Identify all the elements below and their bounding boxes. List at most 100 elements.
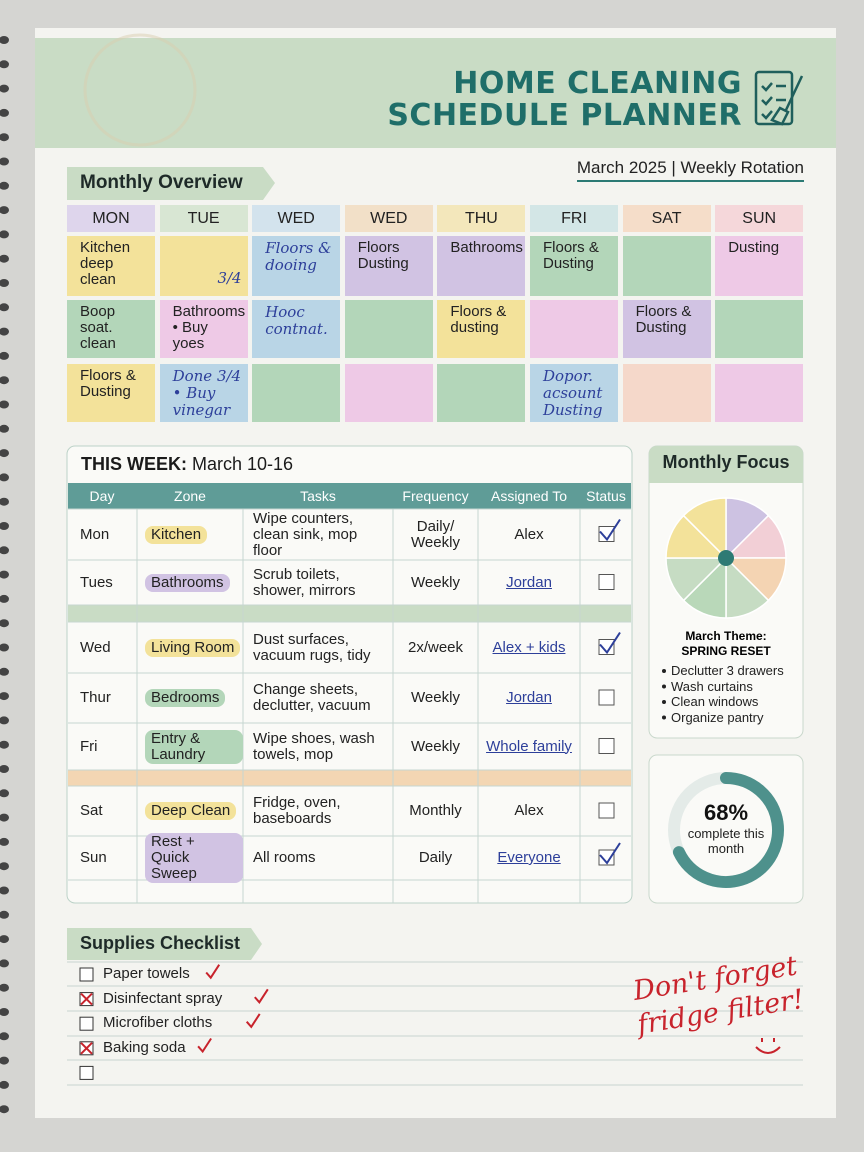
focus-title: Monthly Focus bbox=[662, 452, 790, 472]
cell-text: 3/4 bbox=[217, 269, 242, 287]
ring bbox=[0, 376, 9, 385]
frequency-cell: Daily/ Weekly bbox=[393, 509, 478, 560]
day-cell: Sat bbox=[67, 786, 137, 836]
frequency-cell: 2x/week bbox=[393, 622, 478, 673]
column-header: Status bbox=[586, 488, 626, 504]
ring bbox=[0, 84, 9, 93]
frequency: 2x/week bbox=[407, 638, 464, 656]
assigned: Jordan bbox=[506, 689, 552, 706]
supply-box bbox=[79, 1065, 94, 1080]
assigned: Jordan bbox=[506, 573, 552, 591]
zone-cell: Living Room bbox=[137, 622, 243, 673]
theme: SPRING RESET bbox=[681, 644, 771, 658]
column-header: Assigned To bbox=[490, 488, 567, 504]
zone-cell: Entry & Laundry bbox=[137, 723, 243, 770]
frequency-cell: Weekly bbox=[393, 673, 478, 723]
ring bbox=[0, 935, 9, 944]
assigned-cell: Alex bbox=[478, 786, 580, 836]
ring bbox=[0, 619, 9, 628]
assigned: Alex bbox=[514, 802, 544, 819]
assigned-cell: Alex bbox=[478, 509, 580, 560]
day: Mon bbox=[80, 525, 110, 543]
overview-cell: Bathrooms bbox=[437, 236, 526, 296]
tasks-cell: All rooms bbox=[243, 836, 393, 880]
focus-title-band bbox=[649, 446, 803, 483]
day-cell: Sun bbox=[67, 836, 137, 880]
day: Sat bbox=[80, 802, 103, 819]
ring bbox=[0, 133, 9, 142]
tasks: Wipe counters, clean sink, mop floor bbox=[253, 509, 358, 559]
day-label: WED bbox=[277, 210, 315, 227]
ring bbox=[0, 862, 9, 871]
tasks: Wipe shoes, wash towels, mop bbox=[253, 729, 375, 763]
day-cell: Wed bbox=[67, 622, 137, 673]
overview-cell: Floors & Dusting bbox=[530, 236, 618, 296]
divider-band bbox=[68, 605, 631, 622]
overview-cell: Dopor. acsount Dusting bbox=[530, 364, 618, 422]
status-box bbox=[598, 849, 615, 866]
overview-cell: Hooc contnat. bbox=[252, 300, 341, 358]
ring bbox=[0, 1105, 9, 1114]
status-box bbox=[598, 639, 615, 655]
overview-cell bbox=[715, 364, 804, 422]
tasks: All rooms bbox=[253, 849, 316, 866]
zone-pill: Bathrooms bbox=[145, 573, 230, 592]
column-header: Zone bbox=[174, 488, 206, 504]
theme-label: March Theme: bbox=[685, 629, 767, 643]
day-header: WED bbox=[344, 205, 433, 232]
zone-pill: Rest + Quick Sweep bbox=[145, 833, 243, 883]
overview-tab bbox=[67, 167, 275, 200]
ring bbox=[0, 60, 9, 69]
day: Tues bbox=[80, 573, 113, 591]
day-label: WED bbox=[370, 210, 408, 227]
week-dates: March 10-16 bbox=[192, 454, 294, 474]
tasks: Fridge, oven, baseboards bbox=[253, 794, 341, 827]
frequency: Weekly bbox=[411, 573, 460, 591]
ring bbox=[0, 279, 9, 287]
day-label: THU bbox=[464, 210, 498, 227]
frequency: Daily/ Weekly bbox=[411, 517, 460, 551]
ring bbox=[0, 667, 9, 676]
ring bbox=[0, 303, 9, 312]
frequency-cell: Monthly bbox=[393, 786, 478, 836]
focus-item: Declutter 3 drawers bbox=[671, 663, 784, 678]
day-header: FRI bbox=[530, 205, 618, 232]
cell-text: Floors & Dusting bbox=[635, 303, 692, 336]
ring bbox=[0, 765, 9, 773]
ring bbox=[0, 837, 9, 846]
ring bbox=[0, 692, 9, 701]
ring bbox=[0, 108, 9, 117]
supply-item: Microfiber cloths bbox=[103, 1014, 213, 1032]
cell-text: Floors & Dusting bbox=[80, 367, 136, 400]
day-header: SAT bbox=[622, 205, 711, 232]
overview-cell: Floors & Dusting bbox=[67, 364, 155, 422]
cell-text: Hooc contnat. bbox=[265, 303, 328, 338]
progress-caption: complete this month bbox=[687, 826, 765, 856]
zone-cell: Bathrooms bbox=[137, 560, 243, 605]
tasks-cell: Dust surfaces, vacuum rugs, tidy bbox=[243, 622, 393, 673]
day-header: SUN bbox=[715, 205, 804, 232]
supplies-tab bbox=[67, 928, 262, 960]
status-box bbox=[598, 526, 615, 542]
zone-cell: Rest + Quick Sweep bbox=[137, 833, 243, 883]
ring bbox=[0, 959, 9, 968]
bullet bbox=[662, 700, 666, 704]
pie-center bbox=[718, 550, 734, 566]
check-mark bbox=[599, 842, 621, 865]
cell-text: Floors & dooing bbox=[265, 239, 332, 274]
ring bbox=[0, 497, 9, 506]
week-title: THIS WEEK: March 10-16 bbox=[81, 454, 293, 475]
check-mark bbox=[245, 1013, 261, 1029]
week-label: THIS WEEK: bbox=[81, 454, 187, 474]
day-header: THU bbox=[437, 205, 526, 232]
ring bbox=[0, 327, 9, 336]
cell-text: Boop soat. clean bbox=[80, 303, 116, 352]
frequency-cell: Weekly bbox=[393, 723, 478, 770]
section-title: Monthly Overview bbox=[80, 172, 243, 193]
ring bbox=[0, 206, 9, 215]
assigned-cell: Alex + kids bbox=[478, 622, 580, 673]
focus-item: Wash curtains bbox=[671, 678, 753, 694]
supply-item: Baking soda bbox=[103, 1038, 186, 1056]
bullet bbox=[662, 684, 666, 689]
ring bbox=[0, 36, 9, 44]
